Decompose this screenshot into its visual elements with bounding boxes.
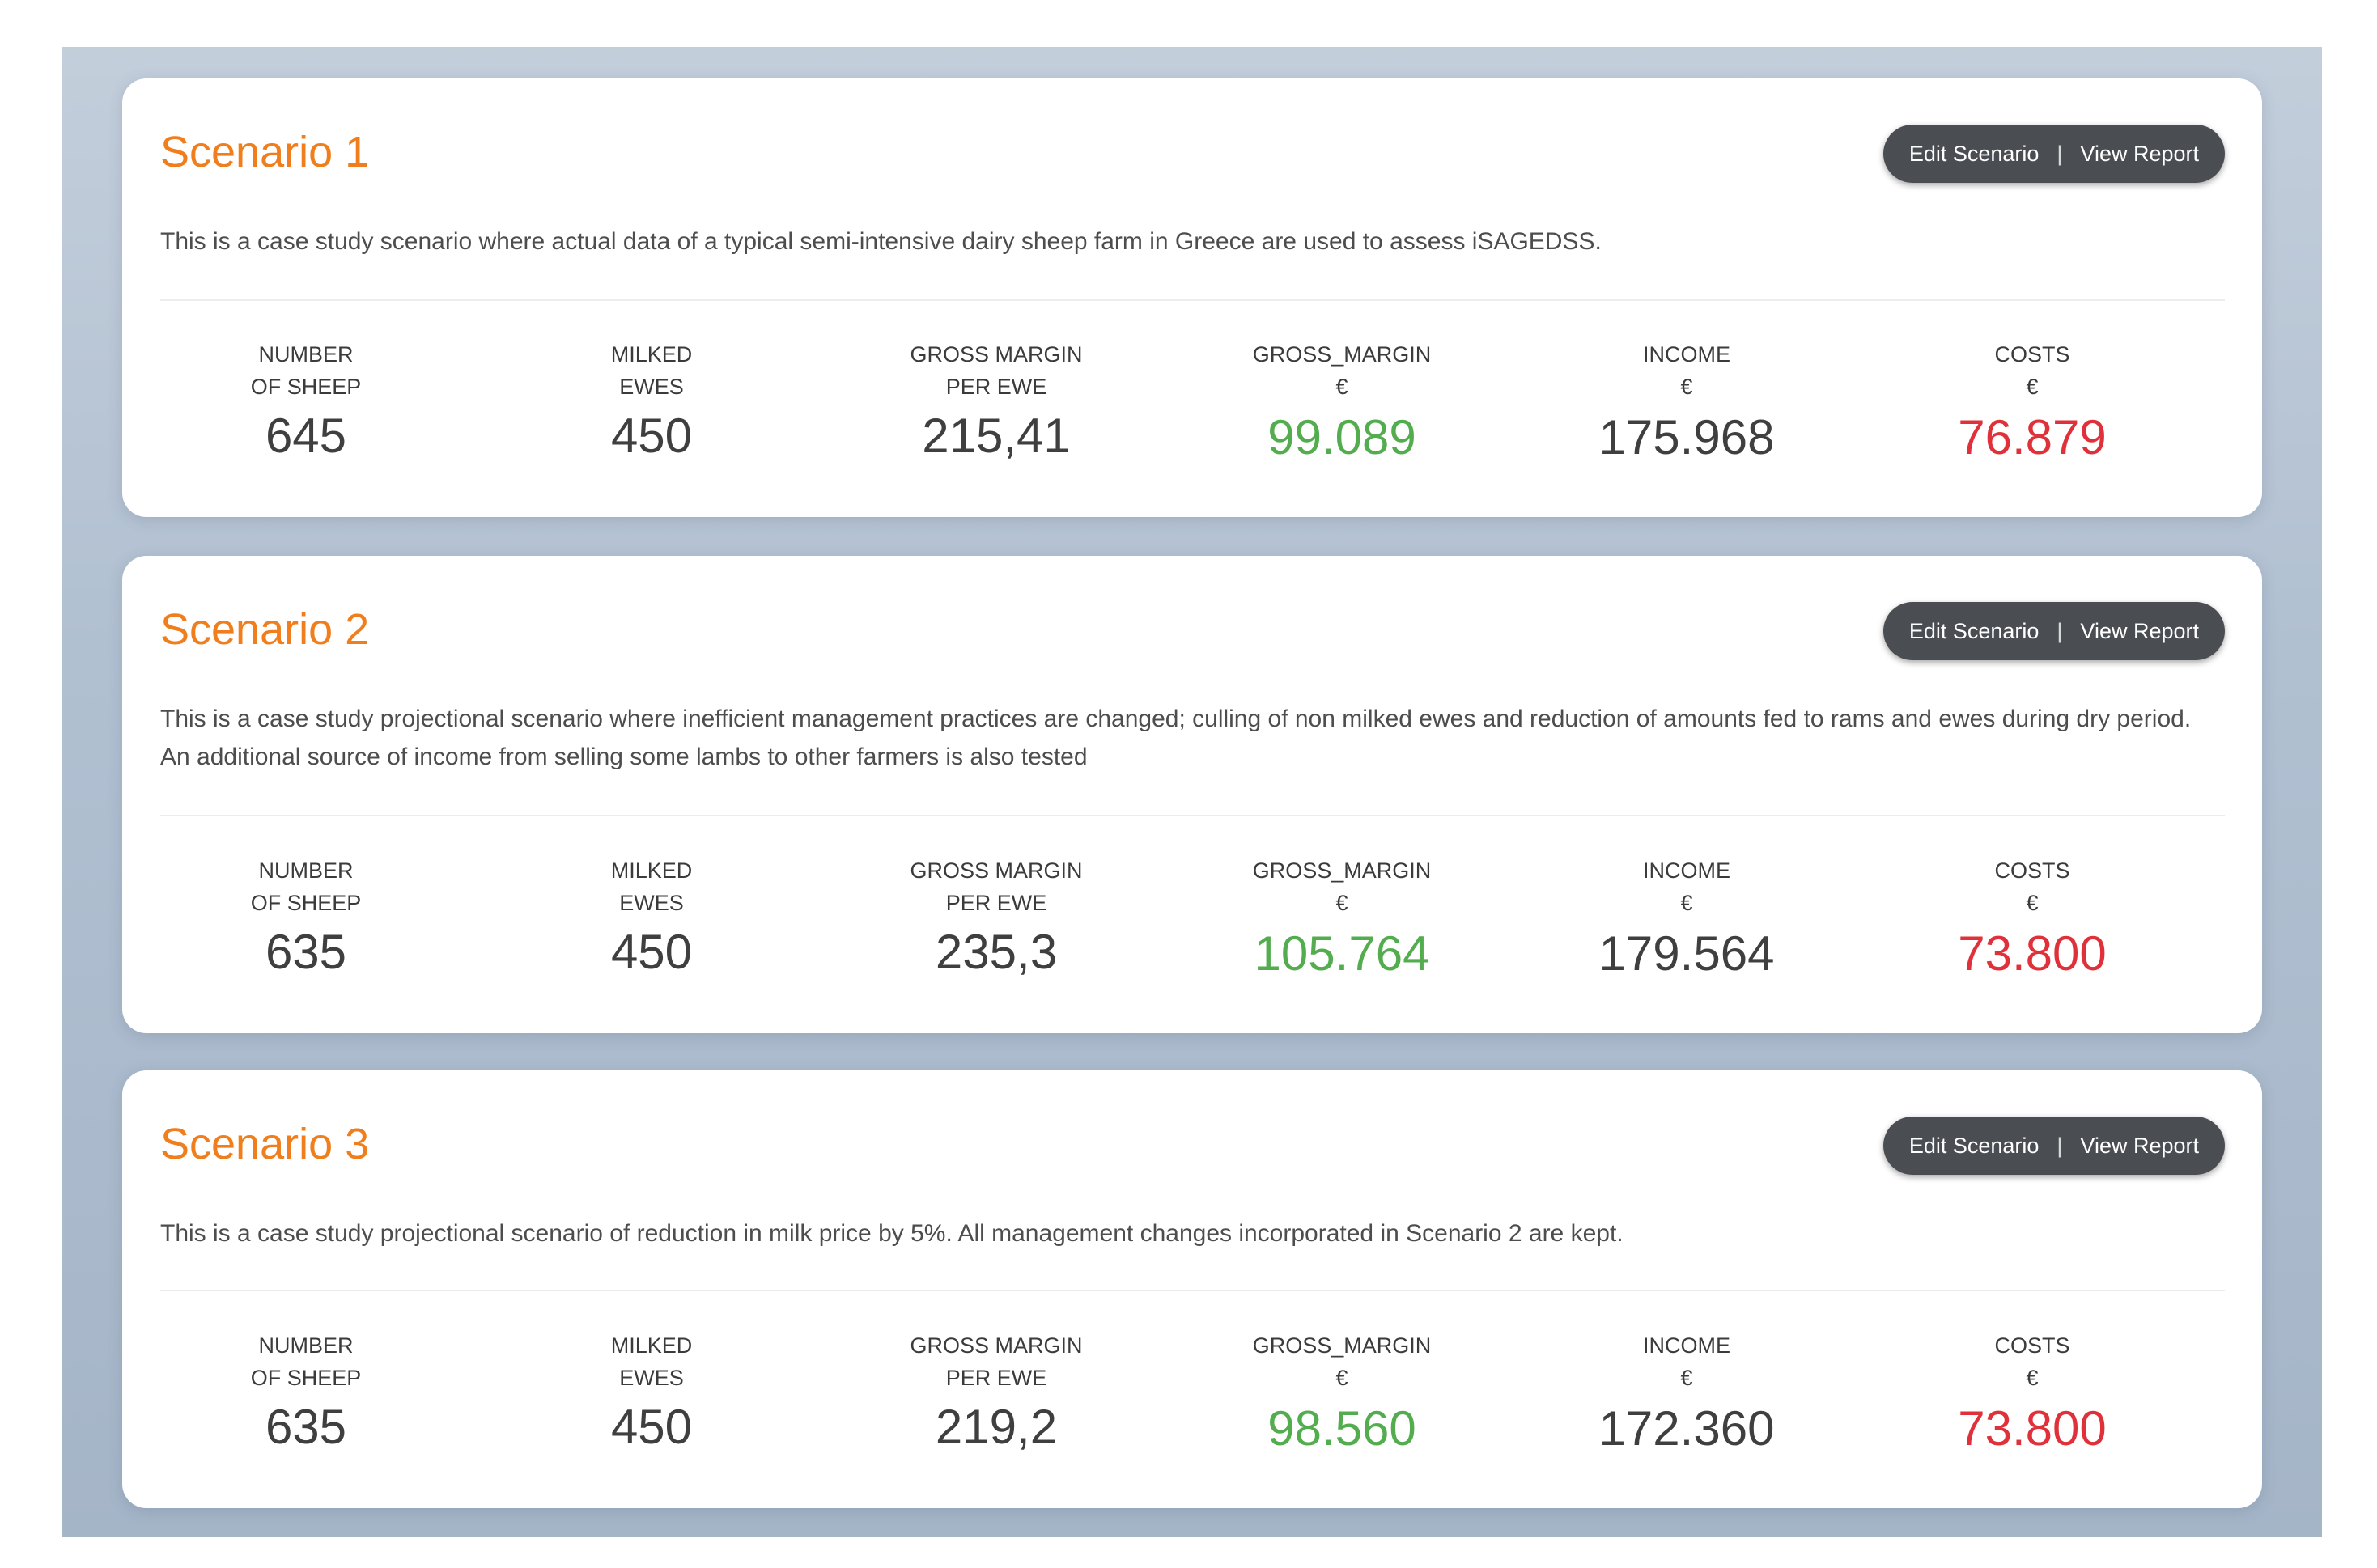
- stat-label: INCOME €: [1643, 1333, 1730, 1390]
- stat-income: INCOME € 175.968: [1541, 338, 1832, 466]
- stat-label: MILKED EWES: [610, 858, 693, 915]
- stat-value: 175.968: [1598, 410, 1775, 464]
- stat-value: 99.089: [1267, 410, 1416, 464]
- stat-income: INCOME € 179.564: [1541, 854, 1832, 982]
- stat-milked-ewes: MILKED EWES 450: [506, 338, 797, 464]
- stat-label: GROSS MARGIN PER EWE: [910, 342, 1083, 399]
- stat-number-of-sheep: NUMBER OF SHEEP 635: [160, 854, 452, 981]
- stat-label: GROSS MARGIN PER EWE: [910, 858, 1083, 915]
- stat-label: NUMBER OF SHEEP: [250, 1333, 362, 1390]
- scenario-actions: Edit Scenario | View Report: [1882, 1117, 2225, 1175]
- stat-value: 635: [265, 1400, 347, 1454]
- stat-label: MILKED EWES: [610, 342, 693, 399]
- stat-value: 105.764: [1254, 926, 1430, 981]
- stat-value: 235,3: [935, 925, 1058, 979]
- stat-costs: COSTS € 76.879: [1887, 338, 2178, 466]
- scenario-actions: Edit Scenario | View Report: [1882, 602, 2225, 660]
- edit-scenario-button[interactable]: Edit Scenario: [1908, 618, 2040, 643]
- stat-label: GROSS_MARGIN €: [1252, 342, 1432, 399]
- stat-label: MILKED EWES: [610, 1333, 693, 1390]
- scenario-stats: NUMBER OF SHEEP 645 MILKED EWES 450 GROS…: [122, 338, 2262, 492]
- scenario-description: This is a case study projectional scenar…: [160, 706, 2192, 770]
- card-divider: [160, 815, 2225, 816]
- stat-label: INCOME €: [1643, 858, 1730, 915]
- stat-label: GROSS_MARGIN €: [1252, 1333, 1432, 1390]
- stat-value: 98.560: [1267, 1401, 1416, 1456]
- stat-income: INCOME € 172.360: [1541, 1329, 1832, 1457]
- stat-value: 73.800: [1958, 1401, 2107, 1456]
- scenario-description: This is a case study scenario where actu…: [160, 228, 1602, 255]
- scenario-stats: NUMBER OF SHEEP 635 MILKED EWES 450 GROS…: [122, 1329, 2262, 1483]
- edit-scenario-button[interactable]: Edit Scenario: [1908, 1133, 2040, 1158]
- stat-value: 450: [610, 1400, 693, 1454]
- scenario-description: This is a case study projectional scenar…: [160, 1220, 1624, 1247]
- stat-value: 215,41: [922, 409, 1071, 463]
- stat-label: NUMBER OF SHEEP: [250, 342, 362, 399]
- stat-milked-ewes: MILKED EWES 450: [506, 854, 797, 981]
- stat-value: 219,2: [935, 1400, 1058, 1454]
- actions-separator: |: [2057, 618, 2063, 643]
- scenario-title: Scenario 3: [160, 1120, 370, 1168]
- scenario-title: Scenario 2: [160, 605, 370, 654]
- stat-value: 635: [265, 925, 347, 979]
- stat-label: NUMBER OF SHEEP: [250, 858, 362, 915]
- stat-milked-ewes: MILKED EWES 450: [506, 1329, 797, 1456]
- stat-label: COSTS €: [1994, 1333, 2070, 1390]
- stat-value: 73.800: [1958, 926, 2107, 981]
- stat-gross-margin: GROSS_MARGIN € 99.089: [1196, 338, 1488, 466]
- stat-label: COSTS €: [1994, 858, 2070, 915]
- stat-value: 179.564: [1598, 926, 1775, 981]
- stat-label: GROSS MARGIN PER EWE: [910, 1333, 1083, 1390]
- view-report-button[interactable]: View Report: [2080, 1133, 2199, 1158]
- actions-separator: |: [2057, 141, 2063, 166]
- scenario-card: Scenario 1 Edit Scenario | View Report T…: [122, 78, 2262, 517]
- scenario-card: Scenario 3 Edit Scenario | View Report T…: [122, 1070, 2262, 1508]
- stat-costs: COSTS € 73.800: [1887, 854, 2178, 982]
- view-report-button[interactable]: View Report: [2080, 141, 2199, 166]
- stat-number-of-sheep: NUMBER OF SHEEP 635: [160, 1329, 452, 1456]
- stat-costs: COSTS € 73.800: [1887, 1329, 2178, 1457]
- stat-value: 645: [265, 409, 347, 463]
- card-divider: [160, 299, 2225, 301]
- scenario-stats: NUMBER OF SHEEP 635 MILKED EWES 450 GROS…: [122, 854, 2262, 1008]
- stat-gross-margin: GROSS_MARGIN € 98.560: [1196, 1329, 1488, 1457]
- stat-label: COSTS €: [1994, 342, 2070, 399]
- card-divider: [160, 1290, 2225, 1291]
- scenario-card: Scenario 2 Edit Scenario | View Report T…: [122, 556, 2262, 1033]
- stat-label: GROSS_MARGIN €: [1252, 858, 1432, 915]
- actions-separator: |: [2057, 1133, 2063, 1158]
- stat-label: INCOME €: [1643, 342, 1730, 399]
- view-report-button[interactable]: View Report: [2080, 618, 2199, 643]
- edit-scenario-button[interactable]: Edit Scenario: [1908, 141, 2040, 166]
- stat-gross-margin-per-ewe: GROSS MARGIN PER EWE 215,41: [851, 338, 1142, 464]
- stat-gross-margin: GROSS_MARGIN € 105.764: [1196, 854, 1488, 982]
- stat-gross-margin-per-ewe: GROSS MARGIN PER EWE 219,2: [851, 1329, 1142, 1456]
- stat-value: 450: [610, 925, 693, 979]
- stat-number-of-sheep: NUMBER OF SHEEP 645: [160, 338, 452, 464]
- scenario-actions: Edit Scenario | View Report: [1882, 125, 2225, 183]
- stat-value: 76.879: [1958, 410, 2107, 464]
- stat-value: 450: [610, 409, 693, 463]
- scenario-title: Scenario 1: [160, 128, 370, 176]
- stat-value: 172.360: [1598, 1401, 1775, 1456]
- stat-gross-margin-per-ewe: GROSS MARGIN PER EWE 235,3: [851, 854, 1142, 981]
